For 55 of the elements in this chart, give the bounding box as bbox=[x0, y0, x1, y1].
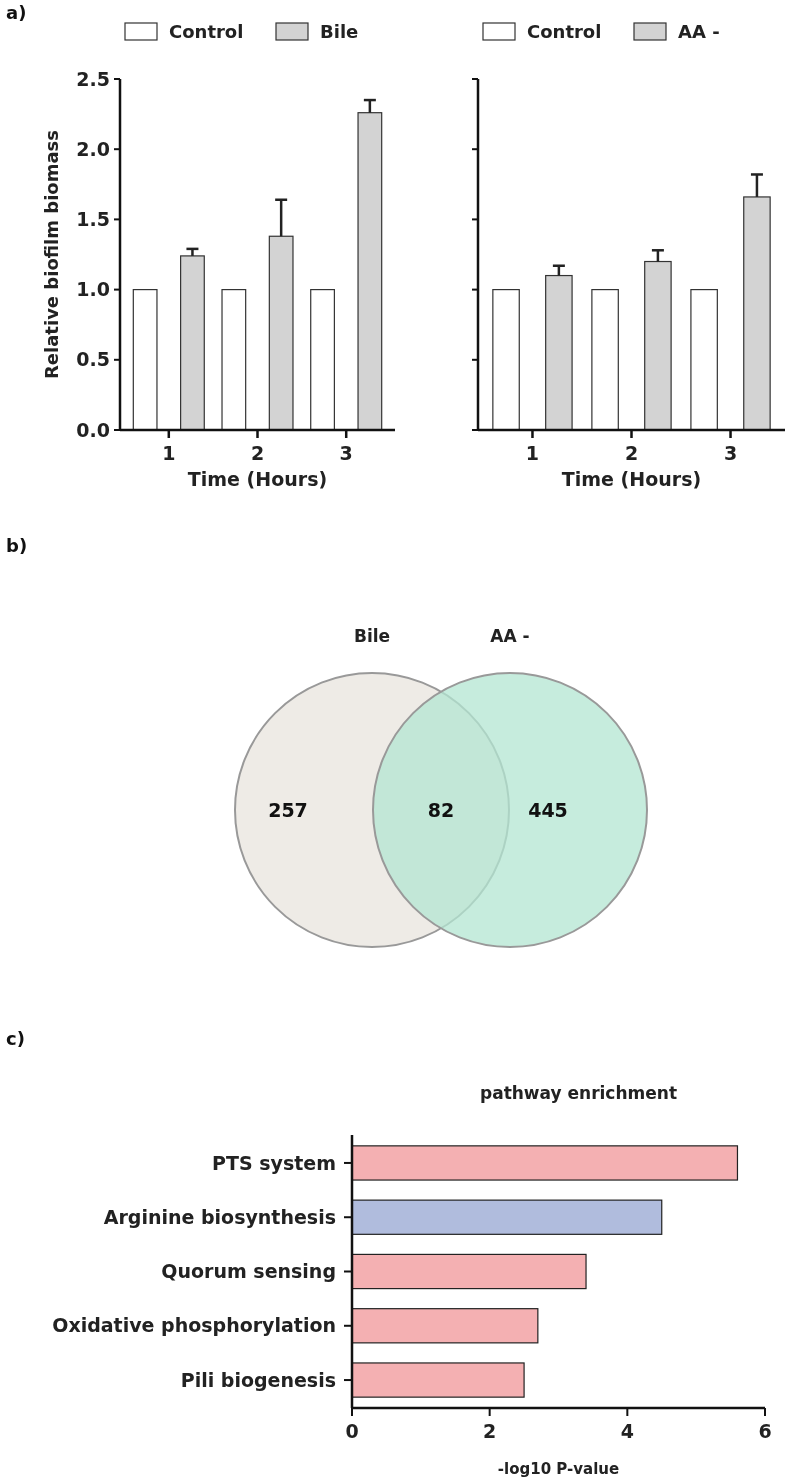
bar bbox=[310, 289, 335, 431]
bar bbox=[351, 1308, 539, 1344]
bar bbox=[132, 289, 158, 431]
legend-label: Control bbox=[169, 21, 244, 42]
y-tick-label: PTS system bbox=[212, 1151, 336, 1174]
x-tick-label: 3 bbox=[723, 442, 738, 464]
x-tick-label: 2 bbox=[624, 442, 639, 464]
bar bbox=[743, 196, 771, 431]
bar bbox=[545, 274, 573, 431]
x-tick-label: 1 bbox=[162, 442, 176, 464]
x-axis-title: Time (Hours) bbox=[187, 468, 328, 490]
x-tick-label: 6 bbox=[758, 1420, 772, 1442]
bar bbox=[690, 289, 718, 431]
y-tick-label: 0.5 bbox=[76, 348, 110, 371]
bar bbox=[351, 1362, 525, 1398]
bar bbox=[351, 1253, 587, 1290]
text: a) bbox=[6, 2, 27, 23]
legend-label: Bile bbox=[320, 21, 359, 42]
y-tick-label: Arginine biosynthesis bbox=[103, 1205, 336, 1228]
bar bbox=[351, 1199, 663, 1235]
bar bbox=[591, 289, 619, 431]
x-tick-label: 2 bbox=[250, 442, 265, 464]
bar bbox=[357, 112, 383, 431]
x-tick-label: 1 bbox=[525, 442, 540, 464]
bar bbox=[221, 289, 247, 431]
bar bbox=[644, 260, 672, 431]
y-axis-title: Relative biofilm biomass bbox=[41, 129, 62, 380]
text: 257 bbox=[268, 798, 308, 821]
bar bbox=[351, 1145, 739, 1181]
bar bbox=[180, 255, 205, 431]
legend-label: AA - bbox=[678, 21, 720, 42]
y-tick-label: 2.0 bbox=[76, 137, 110, 160]
chart-title: pathway enrichment bbox=[479, 1083, 678, 1103]
category-label: Bile bbox=[353, 626, 391, 646]
y-tick-label: Oxidative phosphorylation bbox=[52, 1314, 336, 1337]
y-tick-label: 1.5 bbox=[76, 208, 110, 231]
y-tick-label: 0.0 bbox=[76, 418, 110, 441]
x-tick-label: 2 bbox=[483, 1420, 497, 1442]
legend-label: Control bbox=[527, 21, 602, 42]
text: 82 bbox=[427, 798, 455, 821]
text: b) bbox=[6, 535, 28, 556]
bar bbox=[492, 289, 520, 431]
y-tick-label: 1.0 bbox=[76, 278, 110, 301]
y-tick-label: 2.5 bbox=[76, 67, 110, 90]
x-axis-title: Time (Hours) bbox=[561, 468, 702, 490]
y-tick-label: Pili biogenesis bbox=[180, 1368, 336, 1391]
x-tick-label: 3 bbox=[339, 442, 353, 464]
x-axis-title: -log10 P-value bbox=[497, 1460, 620, 1478]
x-tick-label: 4 bbox=[620, 1420, 634, 1442]
x-tick-label: 0 bbox=[345, 1420, 359, 1442]
bar bbox=[268, 235, 294, 431]
category-label: AA - bbox=[490, 626, 530, 646]
y-tick-label: Quorum sensing bbox=[161, 1260, 336, 1283]
text: c) bbox=[6, 1028, 25, 1049]
text: 445 bbox=[528, 798, 568, 821]
